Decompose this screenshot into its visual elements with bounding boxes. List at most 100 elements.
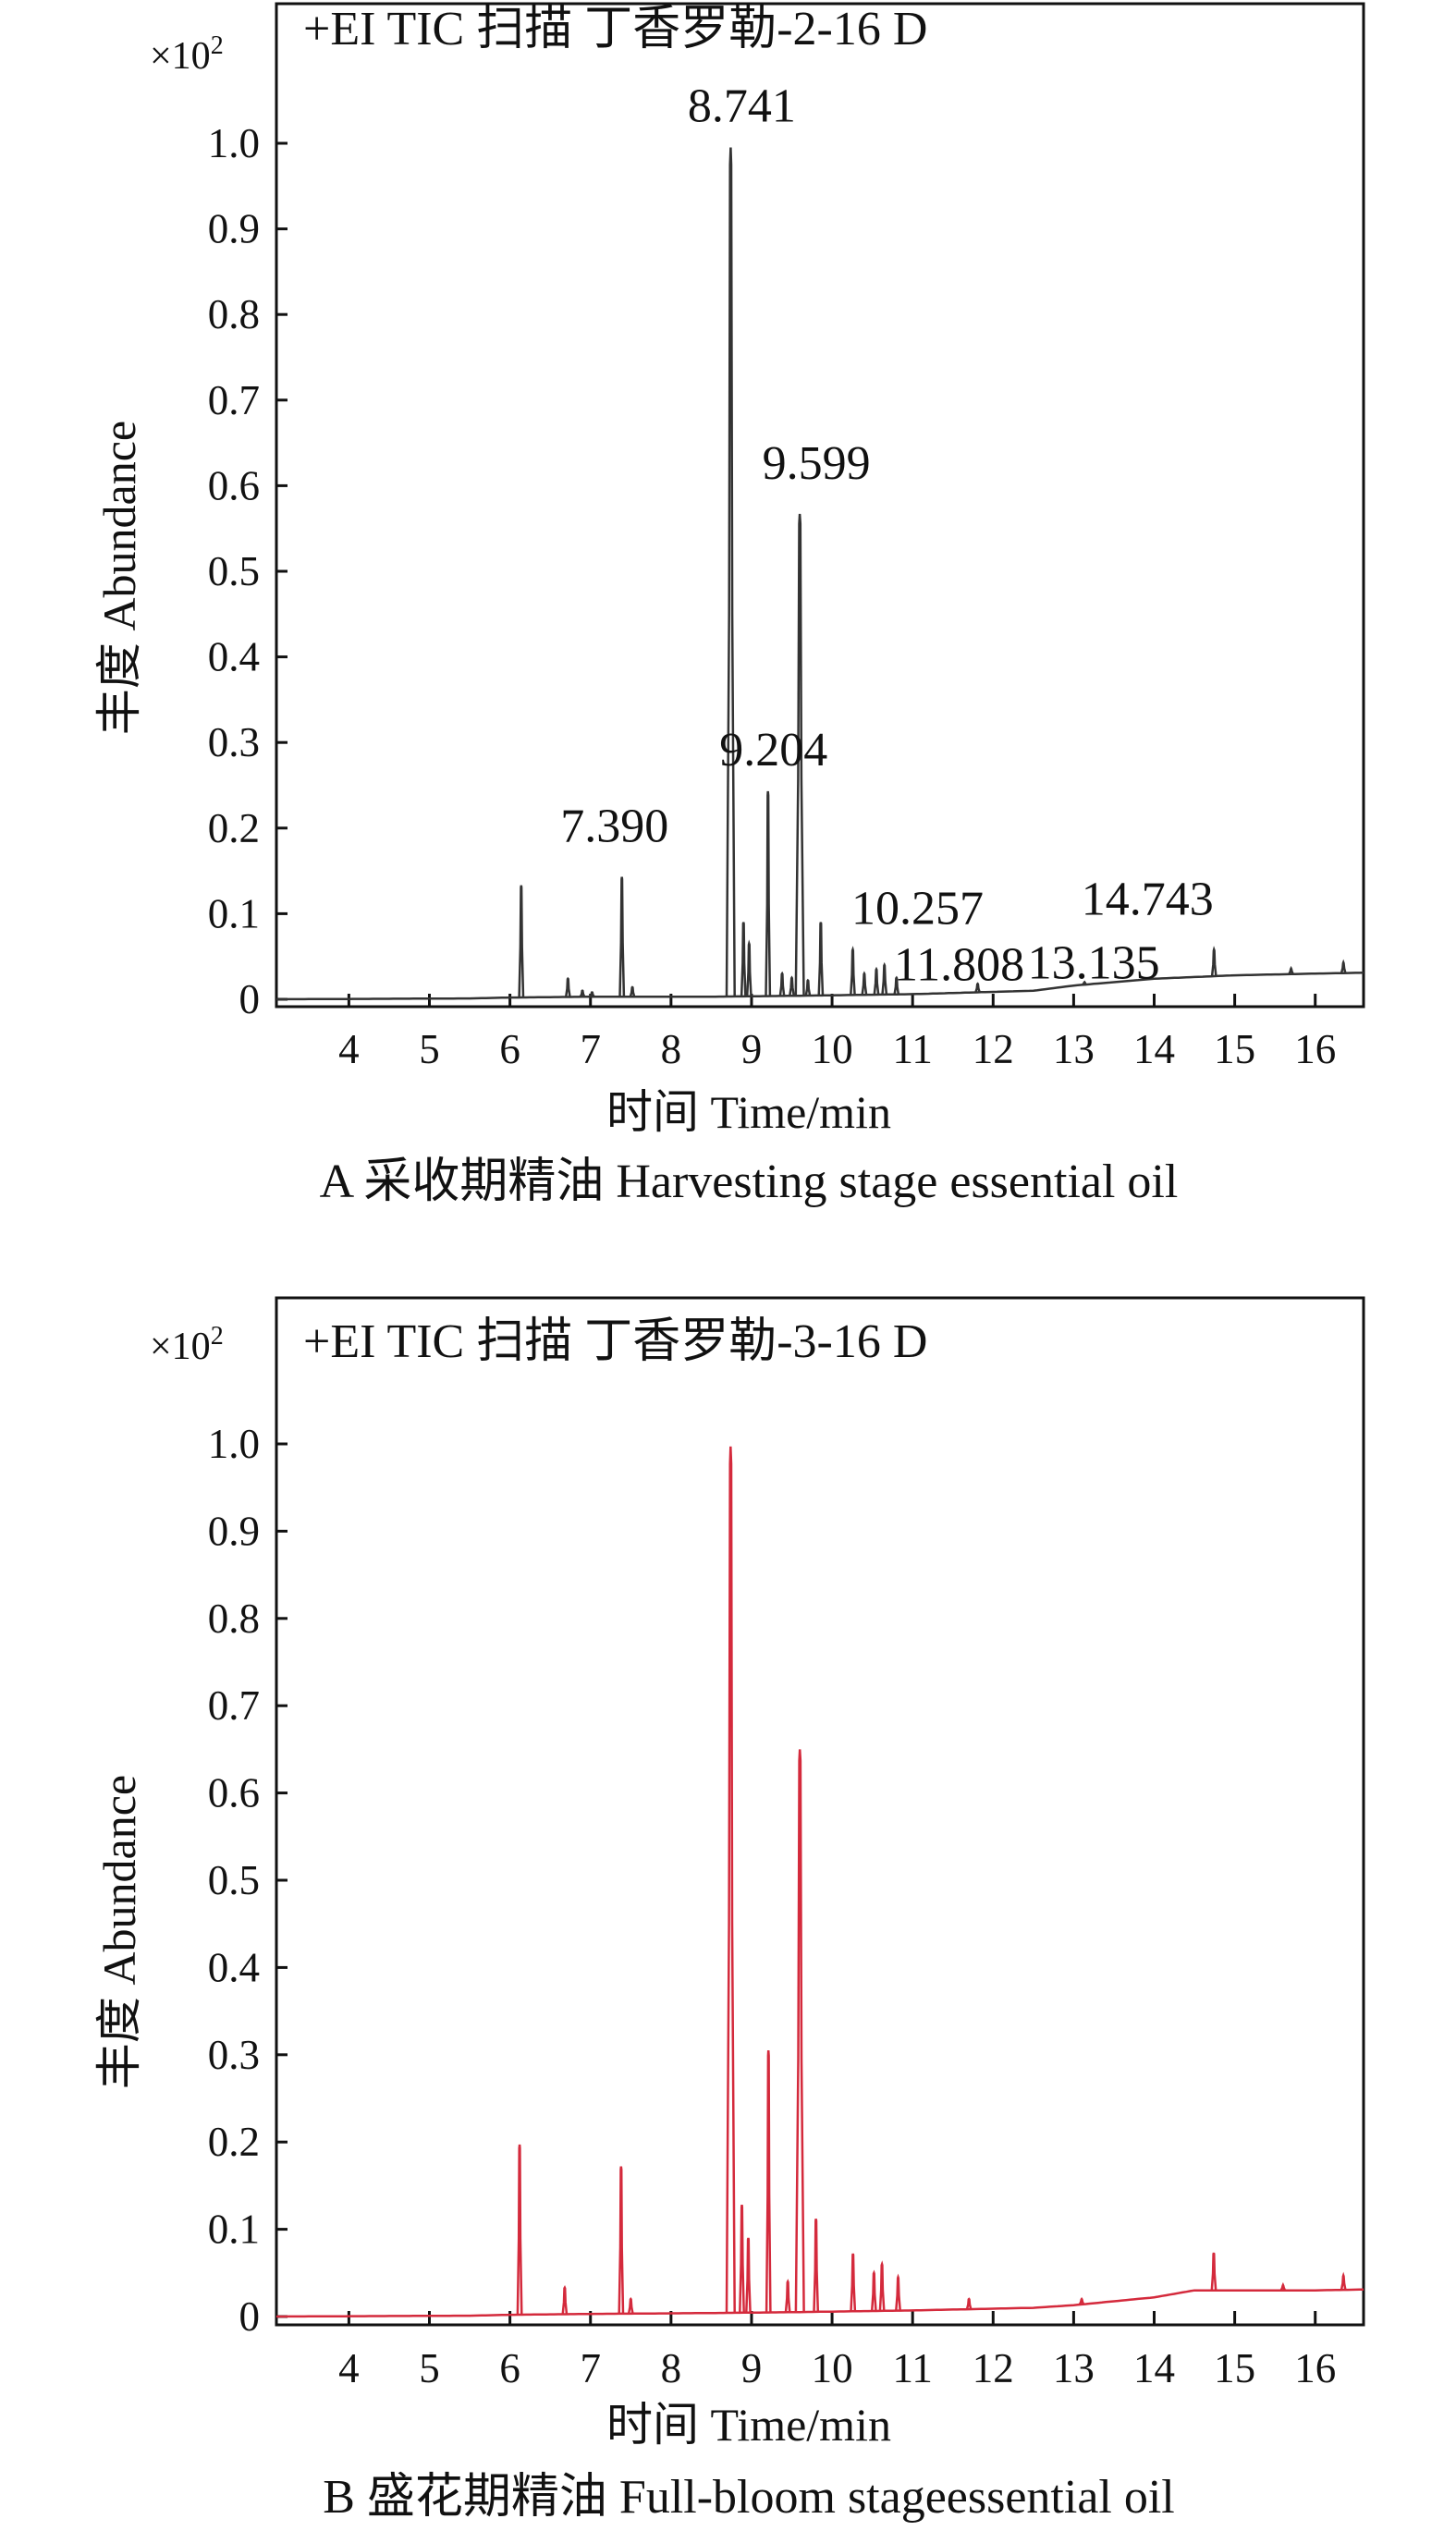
chromatogram-peak: [1210, 946, 1217, 977]
y-tick-label: 0.8: [208, 1596, 260, 1642]
y-tick-label: 0.8: [208, 291, 260, 337]
x-tick-label: 14: [1133, 1026, 1175, 1072]
panel-caption: A 采收期精油 Harvesting stage essential oil: [320, 1155, 1179, 1208]
chromatogram-peak: [794, 513, 805, 997]
x-tick-label: 6: [499, 1026, 520, 1072]
chromatogram-baseline: [276, 972, 1364, 1001]
y-axis: 0 0.1 0.2 0.3 0.4 0.5 0.6 0.7 0.8 0.9 1.0: [208, 1421, 288, 2340]
x-tick-label: 8: [661, 1026, 682, 1072]
chromatogram-peak: [893, 975, 900, 995]
x-tick-label: 13: [1053, 2345, 1095, 2391]
peak-label: 10.257: [851, 882, 984, 935]
chromatogram-peak: [1288, 965, 1294, 975]
chart-panel-b: +EI TIC 扫描 丁香罗勒-3-16 D ×102 0 0.1 0.2 0.3 0.…: [93, 1296, 1365, 2524]
x-tick-label: 9: [741, 1026, 763, 1072]
chromatogram-peak: [629, 985, 636, 997]
plot-frame: [275, 2, 1365, 1009]
y-tick-label: 0.4: [208, 634, 260, 680]
chromatogram-peak: [618, 876, 626, 997]
y-tick-label: 0.9: [208, 1508, 260, 1554]
y-axis-title: 丰度 Abundance: [93, 1775, 145, 2089]
y-tick-label: 0.7: [208, 377, 260, 423]
x-tick-label: 13: [1053, 1026, 1095, 1072]
x-axis-title: 时间 Time/min: [606, 1086, 891, 1138]
peak-label: 14.743: [1082, 873, 1214, 925]
y-tick-label: 0.3: [208, 719, 260, 765]
peak-label: 8.741: [688, 80, 796, 133]
chromatogram-peak: [789, 975, 795, 997]
x-tick-label: 15: [1214, 2345, 1255, 2391]
y-tick-label: 0.5: [208, 548, 260, 594]
y-tick-label: 0.2: [208, 805, 260, 851]
x-tick-label: 10: [812, 2345, 853, 2391]
chromatogram-peak: [725, 1446, 736, 2314]
plot-frame: [275, 1296, 1365, 2327]
y-tick-label: 0: [239, 976, 261, 1022]
chromatogram-peak: [561, 2285, 569, 2315]
x-tick-label: 14: [1133, 2345, 1175, 2391]
chromatogram-peak: [813, 2219, 820, 2312]
chromatogram-peak: [965, 2297, 973, 2310]
y-tick-label: 0: [239, 2293, 261, 2340]
x-tick-label: 16: [1294, 2345, 1336, 2391]
x-tick-label: 11: [893, 2345, 933, 2391]
chromatogram-peak: [850, 946, 856, 996]
y-tick-label: 0.7: [208, 1682, 260, 1729]
chromatogram-peak: [564, 976, 571, 997]
y-multiplier: ×102: [150, 1322, 224, 1368]
y-tick-label: 0.6: [208, 462, 260, 508]
chromatogram-peak: [516, 2144, 523, 2316]
y-tick-label: 0.9: [208, 206, 260, 252]
chromatogram-peak: [850, 2253, 857, 2312]
series-lines: [276, 1446, 1364, 2318]
peak-label: 11.808: [894, 938, 1024, 991]
x-tick-label: 15: [1214, 1026, 1255, 1072]
y-tick-label: 1.0: [208, 1421, 260, 1467]
chromatogram-peak: [1340, 2271, 1347, 2291]
plot-area: +EI TIC 扫描 丁香罗勒-3-16 D ×102 0 0.1 0.2 0.3 0.…: [150, 1296, 1365, 2391]
chromatogram-peak: [739, 2205, 745, 2313]
chromatogram-peak: [589, 991, 595, 997]
chromatogram-peak: [745, 2237, 752, 2313]
y-tick-label: 0.6: [208, 1770, 260, 1816]
chromatogram-peak: [817, 922, 825, 996]
chromatogram-peak: [740, 922, 747, 997]
x-tick-label: 6: [499, 2345, 520, 2391]
x-axis-title: 时间 Time/min: [606, 2399, 891, 2451]
chromatogram-peak: [518, 885, 525, 998]
y-tick-label: 0.4: [208, 1944, 260, 1990]
chart-title: +EI TIC 扫描 丁香罗勒-3-16 D: [303, 1315, 927, 1368]
chromatogram-peak: [861, 971, 868, 996]
x-tick-label: 8: [661, 2345, 682, 2391]
chromatogram-peak: [765, 2050, 772, 2313]
x-tick-label: 4: [338, 2345, 360, 2391]
peak-label: 13.135: [1028, 936, 1160, 989]
x-tick-label: 9: [741, 2345, 763, 2391]
chromatogram-peak: [1279, 2281, 1287, 2292]
x-tick-label: 12: [973, 1026, 1014, 1072]
x-tick-label: 11: [893, 1026, 933, 1072]
chromatogram-peak: [881, 961, 888, 996]
y-tick-label: 0.2: [208, 2119, 260, 2165]
chromatogram-peak: [778, 971, 786, 997]
chromatogram-peak: [895, 2273, 901, 2311]
chromatogram-peak: [627, 2297, 634, 2315]
x-tick-label: 7: [580, 1026, 601, 1072]
x-tick-label: 10: [812, 1026, 853, 1072]
y-tick-label: 0.5: [208, 1857, 260, 1903]
chromatogram-baseline: [276, 2288, 1364, 2318]
chromatogram-peak: [784, 2279, 791, 2313]
y-multiplier: ×102: [150, 31, 224, 78]
x-tick-label: 7: [580, 2345, 601, 2391]
y-axis: 0 0.1 0.2 0.3 0.4 0.5 0.6 0.7 0.8 0.9 1.0: [208, 120, 288, 1022]
x-tick-label: 5: [419, 2345, 440, 2391]
x-axis: 4 5 6 7 8 9 10 11 12 13 14 15 16: [338, 994, 1336, 1072]
chromatogram-peak: [1210, 2252, 1217, 2291]
y-tick-label: 0.1: [208, 890, 260, 936]
peak-label: 7.390: [560, 801, 668, 853]
chromatogram-peak: [745, 939, 752, 997]
chromatogram-peak: [974, 982, 981, 993]
chromatogram-peak: [878, 2260, 886, 2311]
x-tick-label: 4: [338, 1026, 360, 1072]
